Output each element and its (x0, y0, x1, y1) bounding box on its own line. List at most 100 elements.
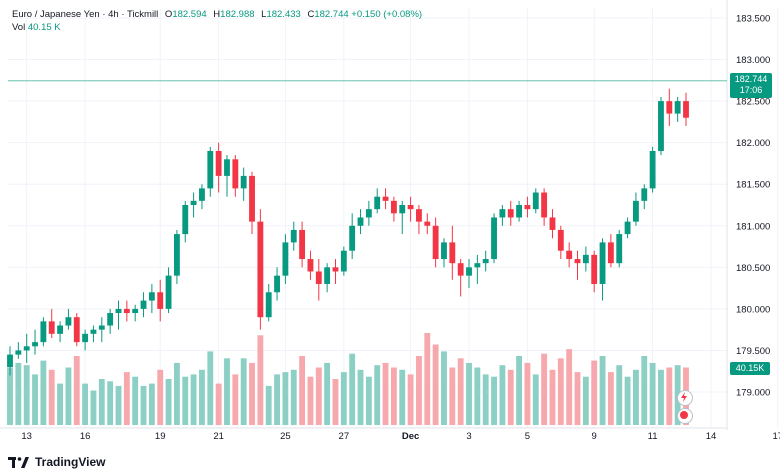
volume-bar (491, 376, 497, 425)
volume-bar (240, 358, 247, 425)
candle-body (40, 321, 47, 343)
volume-bar (232, 374, 239, 425)
candle-body (449, 242, 456, 264)
candle-body (532, 192, 539, 210)
volume-bar (140, 385, 147, 425)
volume-bar (207, 351, 214, 425)
candle-body (457, 263, 464, 276)
candle-body (190, 200, 197, 205)
volume-bar (73, 356, 80, 425)
volume-bar (599, 356, 606, 425)
candle-body (658, 101, 664, 151)
candle-body (324, 267, 331, 284)
candle-body (57, 325, 63, 334)
volume-bar (541, 353, 548, 425)
candle-body (282, 242, 289, 276)
volume-bar (90, 390, 97, 425)
candle-body (674, 101, 681, 114)
volume-bar (666, 367, 673, 425)
volume-bar (15, 362, 22, 425)
volume-bar (658, 369, 664, 425)
close-value: 182.744 (314, 9, 349, 20)
candle-body (557, 229, 564, 251)
low-value: 182.433 (266, 9, 301, 20)
low-label: L (261, 9, 267, 20)
volume-bar (299, 356, 306, 425)
candle-body (240, 175, 247, 189)
candle-body (474, 263, 481, 268)
volume-bar (199, 369, 205, 425)
volume-bar (474, 367, 481, 425)
volume-bar (607, 372, 614, 425)
volume-bar (82, 383, 89, 425)
volume-bar (374, 365, 381, 425)
x-tick-label: 19 (155, 431, 166, 442)
candle-body (390, 200, 397, 214)
volume-bar (290, 369, 297, 425)
volume-bar (173, 362, 180, 425)
volume-bar (340, 372, 347, 425)
candle-body (566, 250, 573, 260)
x-tick-label: 25 (280, 431, 291, 442)
candle-body (365, 209, 372, 218)
volume-bar (624, 376, 631, 425)
candle-body (633, 200, 639, 222)
volume-bar (182, 376, 189, 425)
volume-bar (365, 376, 372, 425)
record-icon[interactable] (677, 408, 693, 424)
candle-body (499, 209, 506, 218)
volume-bar (123, 372, 130, 425)
volume-bar (641, 356, 648, 425)
countdown-value: 17:06 (739, 85, 763, 95)
volume-bar (257, 335, 264, 425)
volume-bar (633, 369, 639, 425)
candle-body (173, 234, 180, 276)
brand-footer[interactable]: TradingView (8, 455, 105, 469)
candle-body (582, 254, 589, 264)
candle-body (73, 317, 80, 343)
volume-bar (357, 369, 364, 425)
volume-bar (516, 356, 523, 425)
candle-body (23, 346, 30, 351)
volume-bar (307, 376, 314, 425)
candle-body (641, 188, 648, 201)
candle-body (683, 101, 689, 118)
candle-body (549, 217, 556, 230)
candle-body (524, 205, 531, 210)
candle-body (315, 271, 322, 284)
volume-badge: 40.15K (730, 362, 770, 375)
candle-body (140, 300, 147, 309)
volume-bar (98, 379, 105, 425)
y-tick-label: 183.500 (736, 14, 770, 25)
volume-bar (390, 367, 397, 425)
lightning-icon[interactable] (677, 390, 693, 406)
x-tick-label: 21 (213, 431, 224, 442)
candle-body (207, 150, 214, 189)
candle-body (224, 159, 230, 176)
volume-bar (282, 372, 289, 425)
x-tick-label: 16 (80, 431, 91, 442)
candle-body (624, 221, 631, 235)
y-tick-label: 182.500 (736, 97, 770, 108)
volume-bar (132, 376, 139, 425)
candle-body (274, 275, 280, 293)
volume-bar (557, 358, 564, 425)
x-tick-label: 13 (21, 431, 32, 442)
candle-body (599, 242, 606, 284)
candle-body (441, 242, 447, 260)
candle-body (307, 259, 314, 272)
volume-bar (582, 376, 589, 425)
brand-name: TradingView (35, 455, 106, 469)
x-tick-label: 11 (648, 431, 658, 442)
volume-bar (424, 333, 431, 425)
candle-body (157, 292, 164, 309)
candle-body (649, 150, 656, 189)
candle-body (199, 188, 205, 201)
x-tick-label: 17 (773, 431, 780, 442)
candle-body (516, 205, 523, 218)
candle-body (48, 321, 55, 334)
candle-body (299, 229, 306, 260)
open-label: O (164, 9, 173, 20)
candle-body (574, 259, 581, 264)
